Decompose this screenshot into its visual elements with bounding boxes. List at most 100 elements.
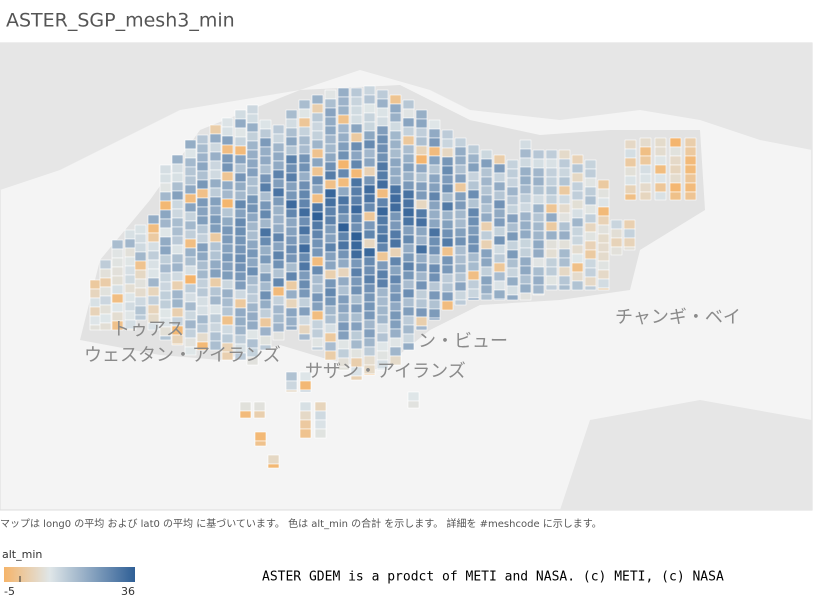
mesh-cell: [272, 160, 285, 171]
mesh-cell: [299, 389, 312, 393]
mesh-cell: [124, 265, 137, 276]
mesh-cell: [467, 225, 480, 236]
mesh-cell: [376, 152, 389, 163]
mesh-cell: [221, 324, 234, 335]
mesh-cell: [184, 292, 197, 303]
mesh-cell: [234, 226, 247, 237]
mesh-cell: [654, 164, 667, 175]
mesh-cell: [428, 155, 441, 166]
mesh-cell: [376, 332, 389, 343]
mesh-cell: [285, 325, 298, 331]
mesh-cell: [624, 184, 637, 195]
mesh-cell: [196, 143, 209, 154]
mesh-cell: [311, 193, 324, 204]
mesh-cell: [311, 283, 324, 294]
mesh-cell: [623, 237, 636, 248]
mesh-cell: [597, 251, 610, 262]
mesh-cell: [584, 159, 597, 170]
mesh-cell: [285, 181, 298, 192]
mesh-cell: [571, 208, 584, 219]
mesh-cell: [480, 230, 493, 241]
mesh-cell: [298, 135, 311, 146]
legend-max: 36: [121, 585, 135, 598]
mesh-cell: [209, 277, 222, 288]
mesh-cell: [428, 218, 441, 229]
mesh-cell: [558, 203, 571, 214]
mesh-cell: [467, 252, 480, 263]
mesh-cell: [376, 251, 389, 262]
mesh-cell: [159, 263, 172, 274]
mesh-cell: [506, 249, 519, 260]
mesh-cell: [639, 191, 652, 201]
mesh-cell: [324, 125, 337, 136]
mesh-cell: [311, 292, 324, 303]
mesh-cell: [415, 199, 428, 210]
mesh-cell: [506, 276, 519, 287]
mesh-cell: [441, 156, 454, 167]
mesh-cell: [415, 244, 428, 255]
mesh-cell: [584, 249, 597, 260]
mesh-cell: [324, 107, 337, 118]
mesh-cell: [441, 255, 454, 266]
mesh-cell: [324, 143, 337, 154]
mesh-cell: [253, 401, 266, 412]
mesh-cell: [454, 173, 467, 184]
mesh-cell: [545, 158, 558, 169]
mesh-cell: [124, 247, 137, 258]
mesh-cell: [376, 206, 389, 217]
mesh-cell: [184, 157, 197, 168]
mesh-cell: [571, 253, 584, 264]
mesh-cell: [584, 276, 597, 287]
mesh-cell: [669, 137, 682, 148]
mesh-cell: [519, 148, 532, 159]
mesh-cell: [272, 277, 285, 288]
mesh-cell: [259, 254, 272, 265]
mesh-cell: [532, 221, 545, 232]
mesh-cell: [415, 217, 428, 228]
mesh-cell: [415, 271, 428, 282]
mesh-cell: [532, 257, 545, 268]
mesh-cell: [337, 348, 350, 359]
mesh-cell: [571, 280, 584, 291]
mesh-cell: [441, 246, 454, 257]
mesh-cell: [272, 151, 285, 162]
mesh-cell: [545, 284, 558, 291]
mesh-cell: [350, 87, 363, 98]
mesh-cell: [221, 351, 234, 361]
mesh-cell: [402, 198, 415, 209]
mesh-cell: [402, 135, 415, 146]
mesh-cell: [493, 190, 506, 201]
mesh-cell: [506, 222, 519, 233]
mesh-cell: [480, 275, 493, 286]
mesh-cell: [337, 321, 350, 332]
mesh-cell: [428, 128, 441, 139]
mesh-cell: [196, 215, 209, 226]
mesh-cell: [519, 220, 532, 231]
map-label: チャンギ・ベイ: [615, 307, 741, 328]
mesh-cell: [597, 278, 610, 289]
mesh-cell: [337, 123, 350, 134]
mesh-cell: [209, 268, 222, 279]
mesh-cell: [196, 152, 209, 163]
mesh-cell: [246, 293, 259, 304]
mesh-cell: [402, 252, 415, 263]
mesh-cell: [415, 298, 428, 309]
mesh-cell: [545, 248, 558, 259]
mesh-cell: [506, 294, 519, 301]
mesh-cell: [246, 221, 259, 232]
mesh-cell: [454, 299, 467, 306]
mesh-cell: [259, 173, 272, 184]
mesh-cell: [337, 276, 350, 287]
mesh-cell: [428, 137, 441, 148]
mesh-cell: [246, 248, 259, 259]
mesh-cell: [147, 214, 160, 225]
mesh-cell: [571, 172, 584, 183]
mesh-cell: [324, 251, 337, 262]
mesh-cell: [134, 296, 147, 307]
mesh-cell: [350, 213, 363, 224]
mesh-cell: [134, 287, 147, 298]
caption: マップは long0 の平均 および lat0 の平均 に基づいています。 色は…: [0, 517, 602, 530]
mesh-cell: [402, 342, 415, 351]
mesh-cell: [441, 300, 454, 311]
mesh-cell: [467, 216, 480, 227]
